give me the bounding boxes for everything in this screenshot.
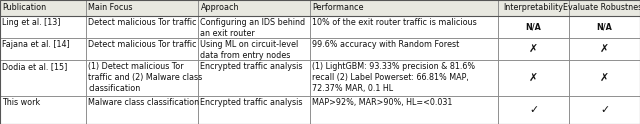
Bar (310, 96, 498, 124)
Bar (498, 0, 569, 16)
Text: 99.6% accuracy with Random Forest: 99.6% accuracy with Random Forest (312, 40, 460, 49)
Text: (1) Detect malicious Tor
traffic and (2) Malware class
classification: (1) Detect malicious Tor traffic and (2)… (88, 62, 203, 93)
Text: ✗: ✗ (529, 44, 538, 54)
Bar (198, 0, 310, 16)
Text: ✓: ✓ (600, 105, 609, 115)
Bar (86, 38, 198, 60)
Text: This work: This work (3, 98, 41, 107)
Text: Main Focus: Main Focus (88, 3, 133, 13)
Text: N/A: N/A (596, 22, 612, 31)
Bar (0, 16, 86, 38)
Text: Evaluate Robustness: Evaluate Robustness (563, 3, 640, 13)
Bar (310, 60, 498, 96)
Bar (0, 38, 86, 60)
Bar (569, 16, 640, 38)
Bar (310, 0, 498, 16)
Text: ✗: ✗ (600, 44, 609, 54)
Bar (198, 38, 310, 60)
Text: ✗: ✗ (529, 73, 538, 83)
Text: ✗: ✗ (600, 73, 609, 83)
Bar (310, 38, 498, 60)
Bar (198, 96, 310, 124)
Bar (569, 60, 640, 96)
Bar (498, 96, 569, 124)
Text: Configuring an IDS behind
an exit router: Configuring an IDS behind an exit router (200, 18, 306, 38)
Text: Detect malicious Tor traffic: Detect malicious Tor traffic (88, 40, 197, 49)
Text: Using ML on circuit-level
data from entry nodes: Using ML on circuit-level data from entr… (200, 40, 299, 60)
Bar (0, 0, 640, 16)
Bar (86, 96, 198, 124)
Text: Approach: Approach (200, 3, 239, 13)
Bar (0, 96, 86, 124)
Text: Fajana et al. [14]: Fajana et al. [14] (3, 40, 70, 49)
Bar (569, 96, 640, 124)
Text: Dodia et al. [15]: Dodia et al. [15] (3, 62, 68, 71)
Text: MAP>92%, MAR>90%, HL=<0.031: MAP>92%, MAR>90%, HL=<0.031 (312, 98, 453, 107)
Text: Encrypted traffic analysis: Encrypted traffic analysis (200, 62, 303, 71)
Bar (0, 0, 86, 16)
Bar (498, 38, 569, 60)
Bar (0, 60, 86, 96)
Text: (1) LightGBM: 93.33% precision & 81.6%
recall (2) Label Powerset: 66.81% MAP,
72: (1) LightGBM: 93.33% precision & 81.6% r… (312, 62, 476, 93)
Bar (310, 16, 498, 38)
Text: 10% of the exit router traffic is malicious: 10% of the exit router traffic is malici… (312, 18, 477, 27)
Text: Interpretability: Interpretability (504, 3, 563, 13)
Bar (86, 0, 198, 16)
Text: Detect malicious Tor traffic: Detect malicious Tor traffic (88, 18, 197, 27)
Bar (198, 16, 310, 38)
Bar (569, 0, 640, 16)
Text: Performance: Performance (312, 3, 364, 13)
Bar (198, 60, 310, 96)
Bar (498, 60, 569, 96)
Text: Malware class classification: Malware class classification (88, 98, 200, 107)
Bar (86, 60, 198, 96)
Bar (498, 16, 569, 38)
Text: Publication: Publication (3, 3, 47, 13)
Text: ✓: ✓ (529, 105, 538, 115)
Text: Encrypted traffic analysis: Encrypted traffic analysis (200, 98, 303, 107)
Text: Ling et al. [13]: Ling et al. [13] (3, 18, 61, 27)
Bar (569, 38, 640, 60)
Text: N/A: N/A (525, 22, 541, 31)
Bar (86, 16, 198, 38)
